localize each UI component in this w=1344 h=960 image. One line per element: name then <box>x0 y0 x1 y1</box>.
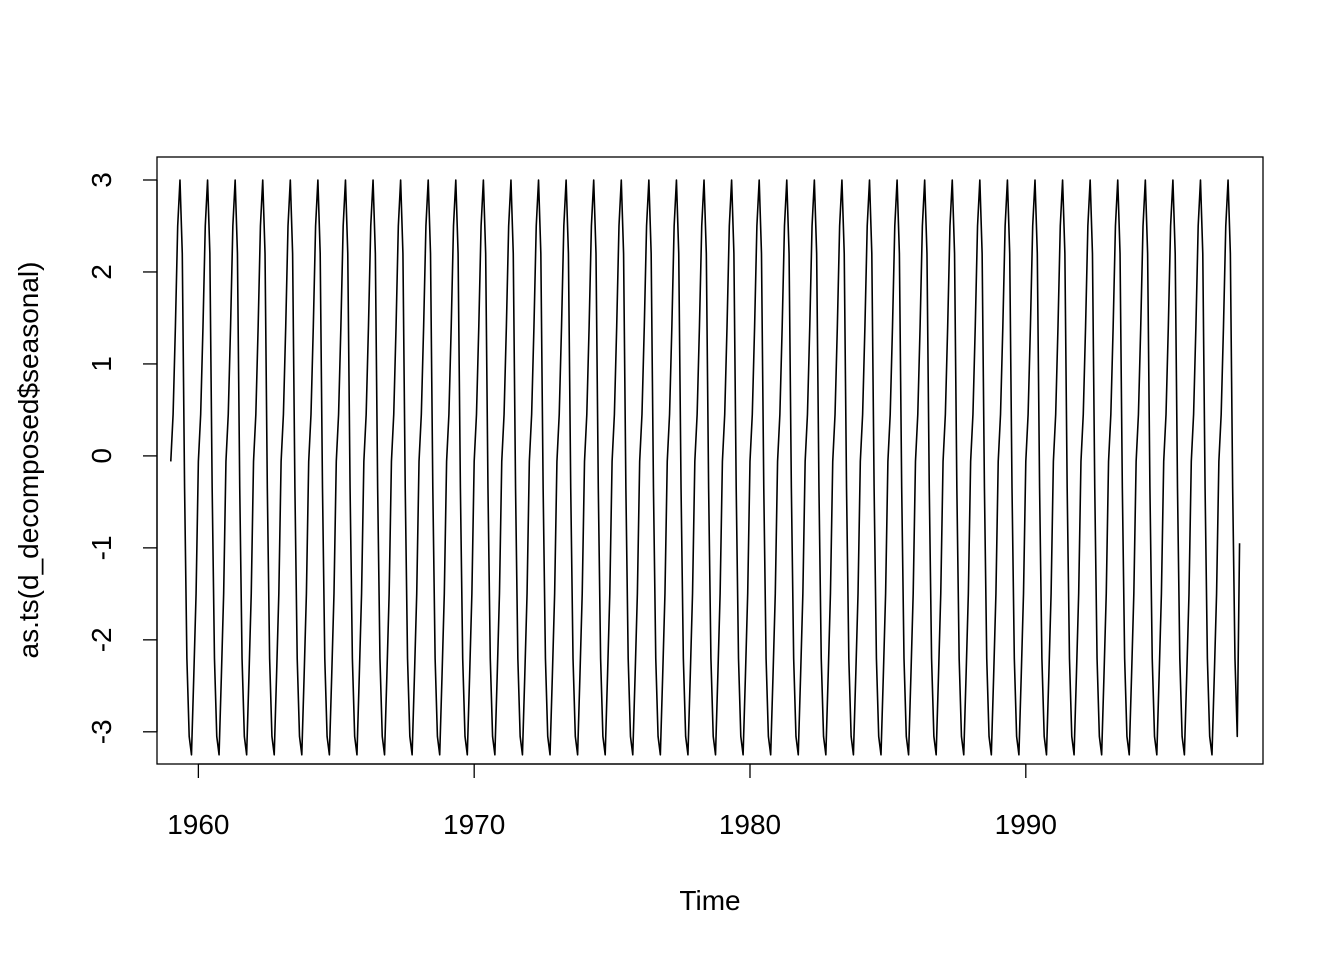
y-tick-label: -3 <box>86 719 117 744</box>
x-tick-label: 1980 <box>719 809 781 840</box>
x-tick-label: 1960 <box>167 809 229 840</box>
y-axis: -3 -2 -1 0 1 2 3 <box>86 172 158 744</box>
seasonal-series-line <box>169 179 1241 756</box>
series-layer <box>169 179 1241 756</box>
x-axis-label: Time <box>679 885 740 916</box>
x-tick-label: 1990 <box>995 809 1057 840</box>
y-tick-label: 2 <box>86 264 117 280</box>
y-tick-label: -2 <box>86 627 117 652</box>
x-tick-label: 1970 <box>443 809 505 840</box>
y-tick-label: 1 <box>86 356 117 372</box>
y-tick-label: -1 <box>86 535 117 560</box>
x-axis: 1960 1970 1980 1990 <box>167 763 1057 840</box>
y-tick-label: 3 <box>86 172 117 188</box>
y-axis-label: as.ts(d_decomposed$seasonal) <box>13 262 44 659</box>
y-tick-label: 0 <box>86 448 117 464</box>
